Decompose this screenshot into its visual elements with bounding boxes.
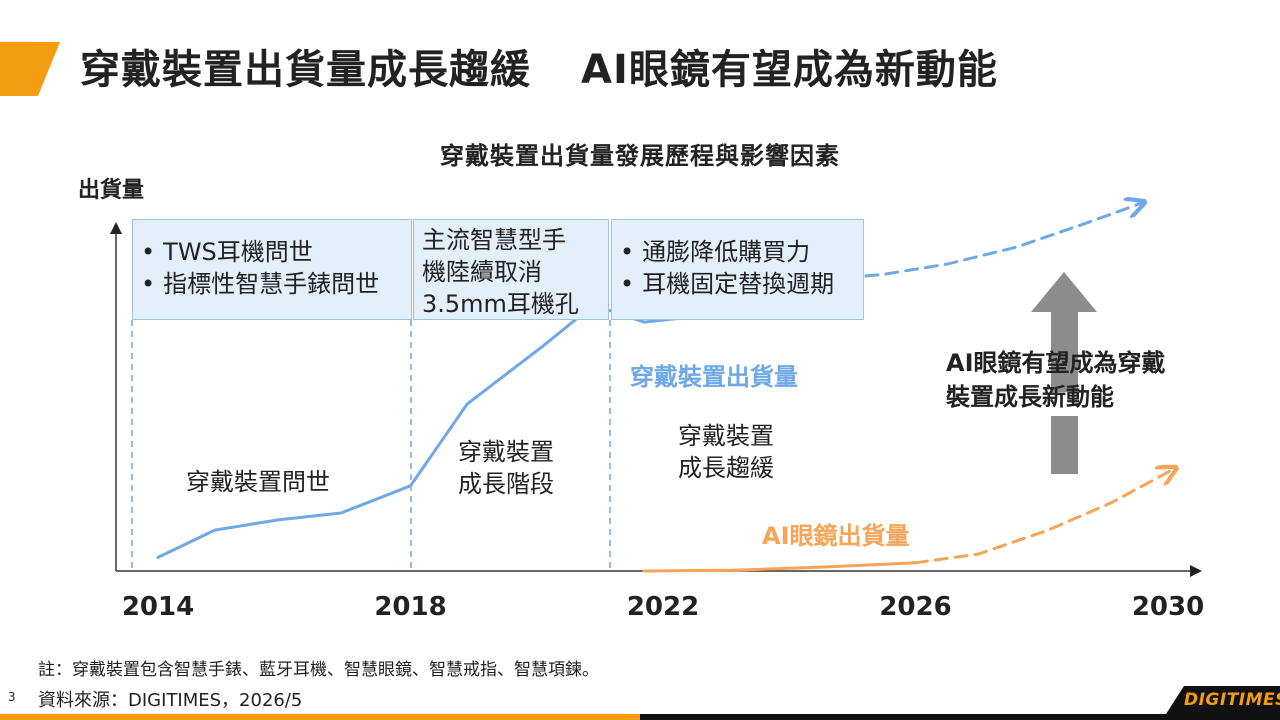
phase-factor-line: 耳機固定替換週期 bbox=[620, 268, 855, 300]
phase-factor-line: 通膨降低購買力 bbox=[620, 236, 855, 268]
phase-factor-line: 指標性智慧手錶問世 bbox=[141, 268, 403, 300]
chart-title: 穿戴裝置出貨量發展歷程與影響因素 bbox=[440, 142, 840, 170]
series-line-1 bbox=[844, 203, 1143, 280]
phase-factor-line: 3.5mm耳機孔 bbox=[422, 290, 579, 318]
phase-label: 穿戴裝置問世 bbox=[186, 466, 330, 498]
series-line-2 bbox=[642, 561, 917, 573]
page-number: 3 bbox=[8, 690, 16, 704]
ai-glasses-annotation-line: 裝置成長新動能 bbox=[946, 383, 1114, 411]
phase-label-line: 成長趨緩 bbox=[678, 454, 774, 482]
y-axis-label: 出貨量 bbox=[78, 178, 145, 203]
phase-label: 穿戴裝置 成長趨緩 bbox=[678, 420, 774, 484]
phase-factor-box: 主流智慧型手 機陸續取消 3.5mm耳機孔 bbox=[413, 219, 609, 320]
x-tick-label: 2022 bbox=[626, 592, 700, 622]
slide-title-part1: 穿戴裝置出貨量成長趨緩 bbox=[80, 47, 531, 93]
digitimes-logo bbox=[1166, 686, 1280, 714]
slide-title: 穿戴裝置出貨量成長趨緩 AI眼鏡有望成為新動能 bbox=[80, 42, 998, 98]
phase-label-line: 成長階段 bbox=[458, 470, 554, 498]
ai-glasses-annotation-line: AI眼鏡有望成為穿戴 bbox=[946, 349, 1166, 377]
phase-factor-line: 主流智慧型手 bbox=[422, 226, 566, 254]
x-tick-label: 2014 bbox=[121, 592, 195, 622]
title-accent-bar bbox=[0, 42, 60, 96]
phase-label-line: 穿戴裝置問世 bbox=[186, 468, 330, 496]
source-note: 資料來源：DIGITIMES，2026/5 bbox=[38, 690, 303, 711]
footer-bar-black bbox=[640, 714, 1280, 720]
phase-factor-line: 機陸續取消 bbox=[422, 258, 542, 286]
phase-label: 穿戴裝置 成長階段 bbox=[458, 436, 554, 500]
footnote: 註：穿戴裝置包含智慧手錶、藍牙耳機、智慧眼鏡、智慧戒指、智慧項鍊。 bbox=[38, 660, 599, 680]
wearable-series-label: 穿戴裝置出貨量 bbox=[630, 363, 798, 391]
phase-factor-line: TWS耳機問世 bbox=[141, 236, 403, 268]
x-tick-label: 2026 bbox=[879, 592, 952, 622]
phase-label-line: 穿戴裝置 bbox=[458, 438, 554, 466]
footer-bar-orange bbox=[0, 714, 640, 720]
phase-factor-box: TWS耳機問世指標性智慧手錶問世 bbox=[132, 219, 412, 320]
slide-title-part2: AI眼鏡有望成為新動能 bbox=[581, 47, 998, 93]
up-arrow-icon bbox=[1031, 272, 1097, 474]
phase-factor-box: 通膨降低購買力耳機固定替換週期 bbox=[611, 219, 864, 320]
logo-text: DIGITIMES bbox=[1184, 690, 1280, 710]
ai-glasses-series-label: AI眼鏡出貨量 bbox=[762, 522, 910, 550]
series-line-3 bbox=[914, 469, 1175, 565]
ai-glasses-annotation: AI眼鏡有望成為穿戴 裝置成長新動能 bbox=[946, 346, 1166, 414]
x-tick-label: 2030 bbox=[1131, 592, 1205, 622]
x-tick-label: 2018 bbox=[374, 592, 447, 622]
phase-label-line: 穿戴裝置 bbox=[678, 422, 774, 450]
